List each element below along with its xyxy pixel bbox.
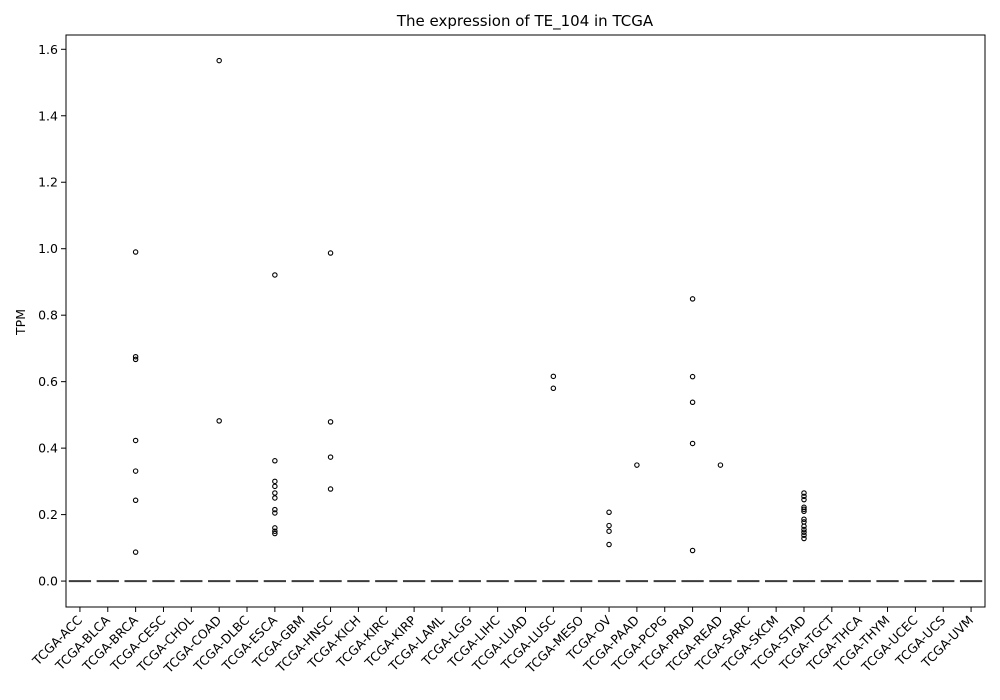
outlier-point: [327, 250, 334, 256]
outlier-point: [634, 462, 640, 468]
outlier-point: [132, 356, 139, 363]
outlier-point: [216, 418, 222, 424]
outlier-point: [689, 296, 696, 302]
outlier-point: [689, 373, 696, 380]
outlier-point: [272, 510, 278, 516]
outlier-point: [327, 419, 334, 425]
outlier-point: [550, 385, 557, 392]
y-tick-label: 1.0: [38, 241, 58, 256]
outlier-point: [801, 526, 807, 533]
outlier-point: [216, 57, 222, 64]
outlier-point: [272, 495, 278, 501]
outlier-point: [272, 490, 278, 496]
outlier-point: [132, 497, 139, 504]
outlier-point: [132, 549, 139, 555]
outlier-point: [801, 523, 807, 529]
outlier-point: [272, 458, 278, 464]
outlier-point: [689, 399, 696, 406]
y-tick-label: 1.6: [38, 42, 58, 57]
outlier-point: [132, 353, 139, 360]
outlier-point: [272, 478, 278, 485]
outlier-point: [550, 373, 557, 380]
outlier-point: [327, 454, 334, 460]
outlier-point: [272, 272, 278, 278]
outlier-point: [689, 547, 696, 554]
outlier-point: [606, 509, 612, 516]
outlier-point: [272, 483, 278, 490]
y-tick-label: 0.6: [38, 374, 58, 389]
outlier-point: [327, 486, 334, 492]
y-tick-label: 1.4: [38, 108, 58, 123]
plot-frame: [65, 34, 986, 608]
outlier-point: [801, 490, 807, 496]
outlier-point: [272, 530, 278, 537]
outlier-point: [132, 437, 139, 444]
plot-area: 0.00.20.40.60.81.01.21.41.6TCGA-ACCTCGA-…: [29, 34, 986, 677]
outlier-point: [132, 249, 139, 255]
outlier-point: [272, 525, 278, 531]
outlier-point: [801, 535, 807, 542]
outlier-point: [801, 496, 807, 503]
outlier-point: [801, 508, 807, 515]
y-tick-label: 1.2: [38, 175, 58, 190]
outlier-point: [272, 528, 278, 534]
y-axis-label: TPM: [13, 309, 28, 336]
outlier-point: [606, 541, 612, 548]
outlier-point: [606, 528, 612, 534]
y-tick-label: 0.8: [38, 308, 58, 323]
outlier-point: [132, 468, 139, 474]
outlier-point: [801, 506, 807, 513]
chart-title: The expression of TE_104 in TCGA: [396, 12, 654, 31]
y-tick-label: 0.4: [38, 441, 58, 456]
outlier-point: [689, 440, 696, 447]
outlier-point: [801, 529, 807, 535]
y-tick-label: 0.0: [38, 574, 58, 589]
outlier-point: [801, 532, 807, 538]
outlier-point: [801, 493, 807, 500]
outlier-point: [606, 522, 612, 529]
outlier-point: [717, 462, 724, 468]
y-tick-label: 0.2: [38, 507, 58, 522]
outlier-point: [801, 516, 807, 523]
outlier-point: [272, 506, 278, 513]
